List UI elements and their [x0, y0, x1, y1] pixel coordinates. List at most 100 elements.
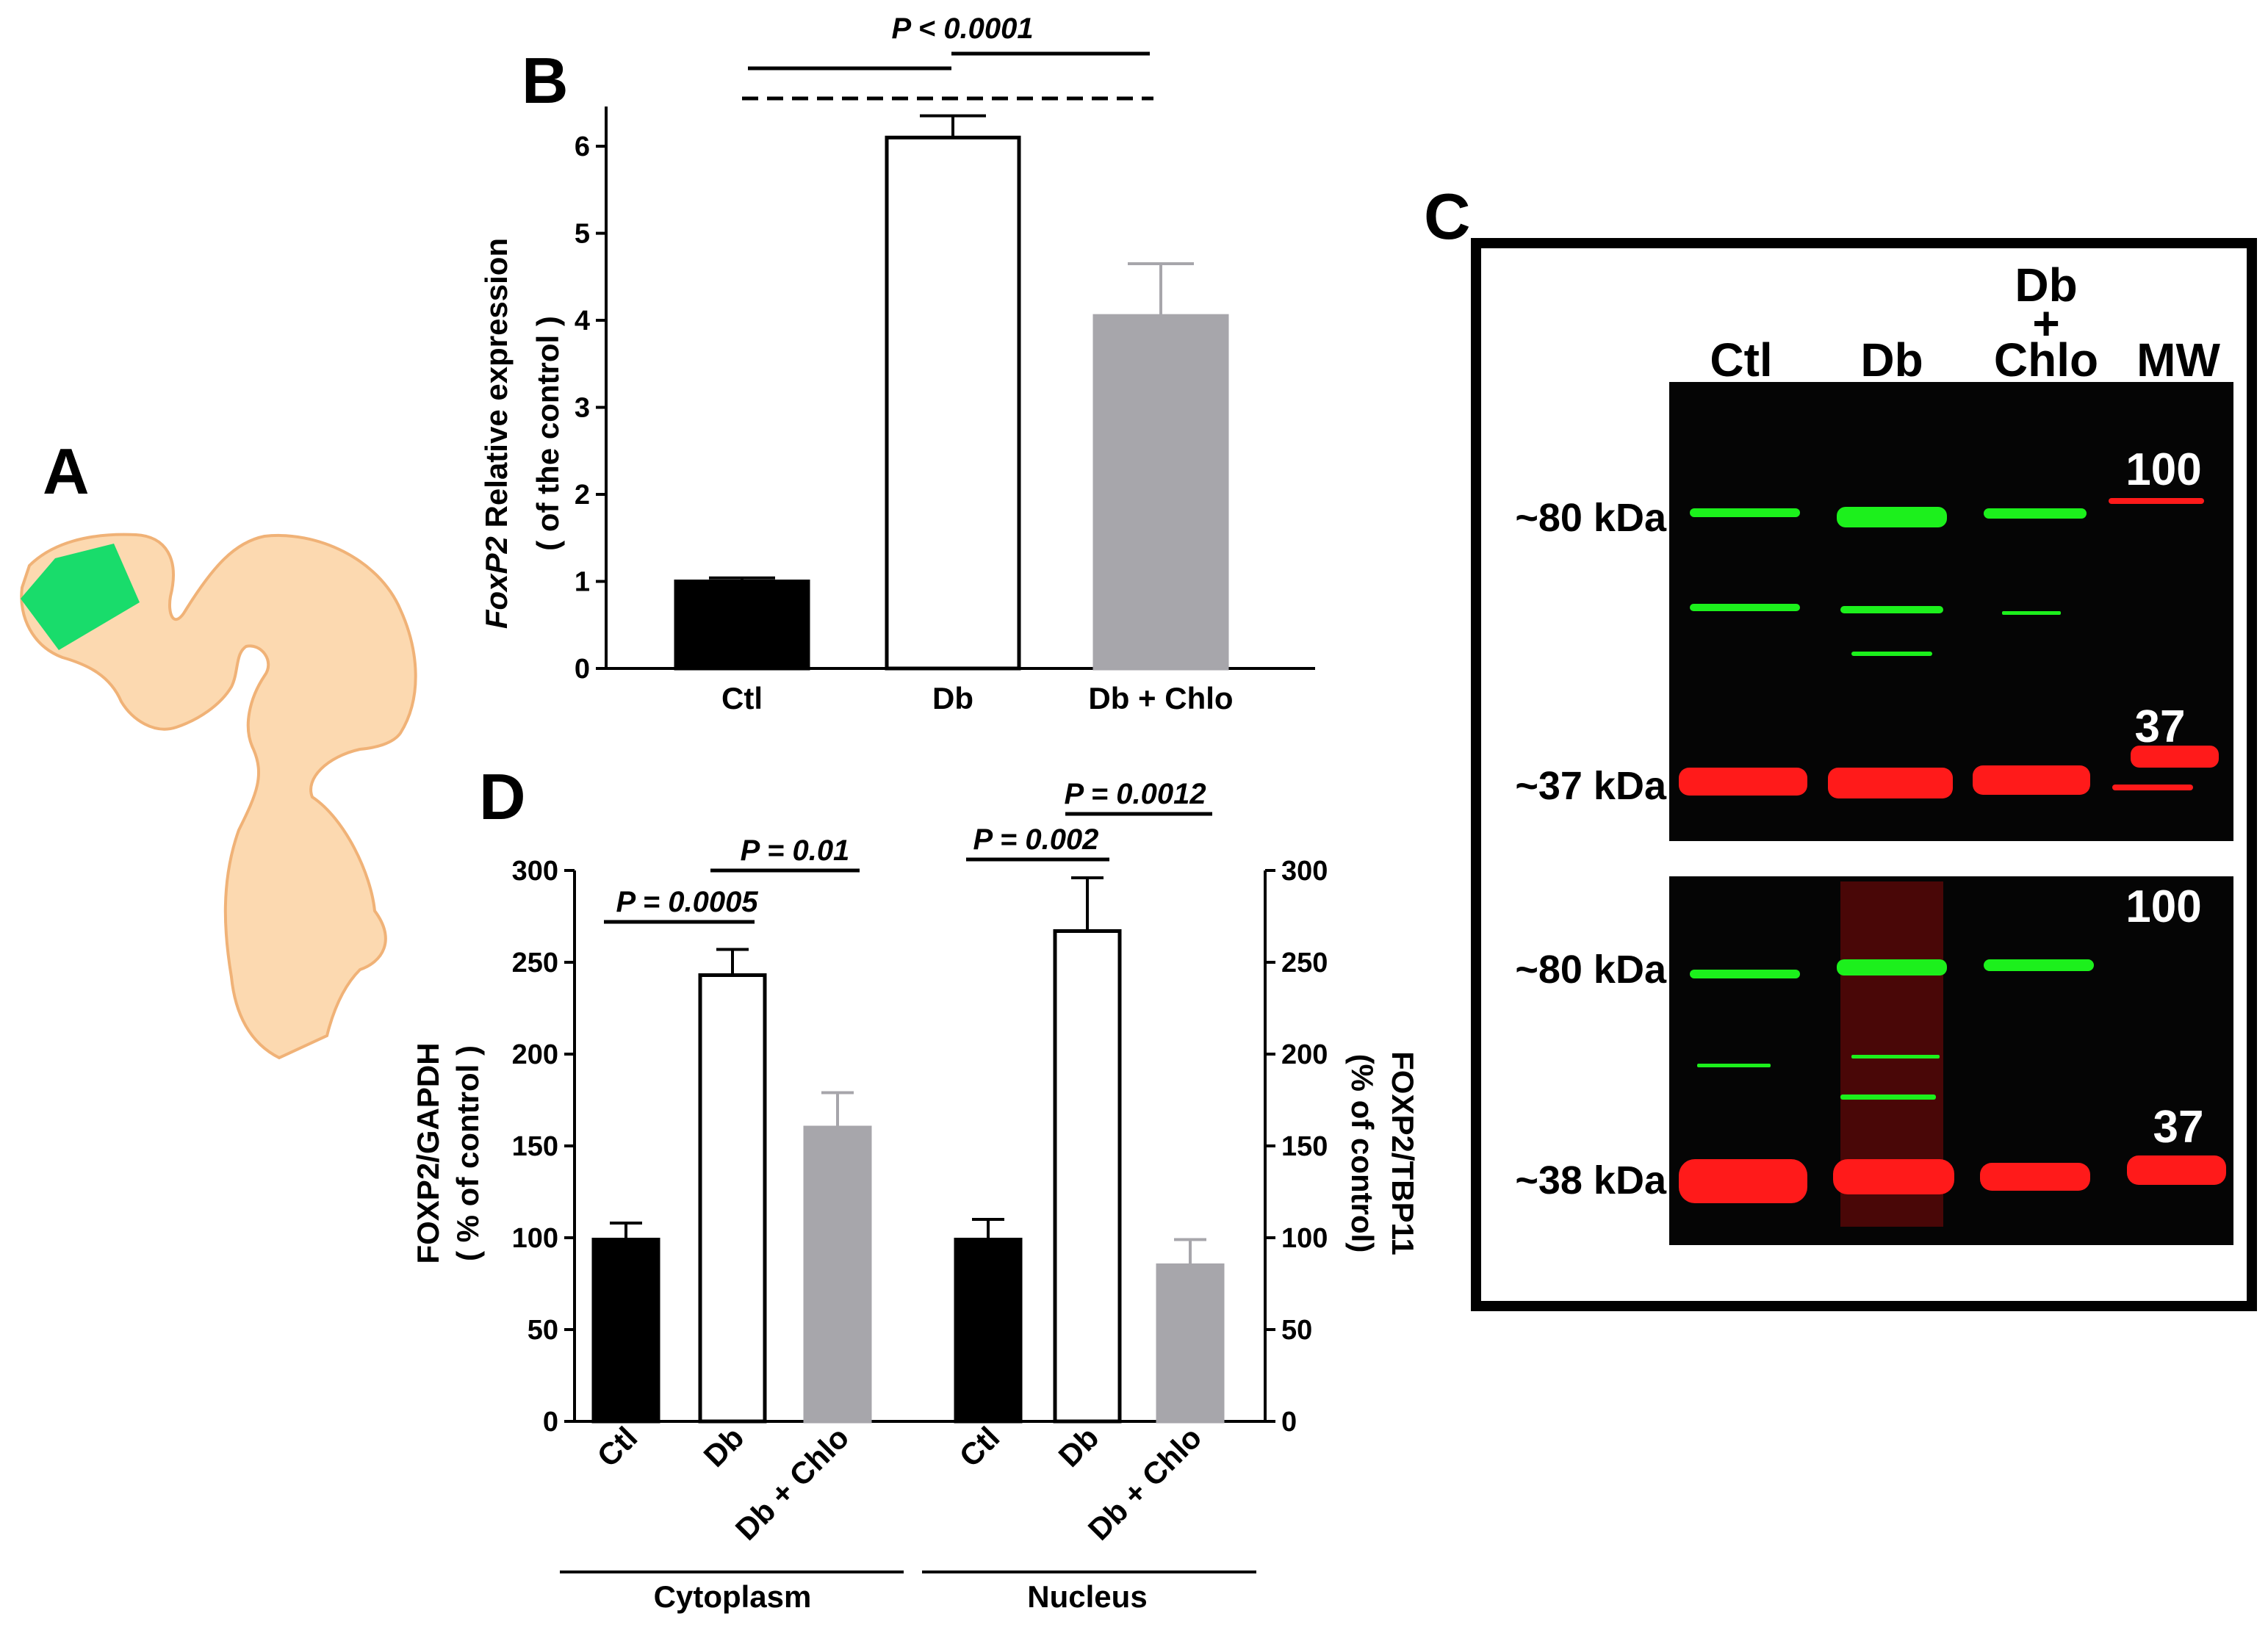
d-bar: [954, 1238, 1023, 1424]
d-p-value: P = 0.0012: [1064, 778, 1206, 810]
panel-label-d: D: [479, 760, 526, 833]
band: [1840, 1095, 1936, 1100]
d-left-y-tick-label: 300: [512, 856, 558, 887]
d-category-label: Db: [697, 1420, 751, 1474]
d-group-labels: Cytoplasm Nucleus: [560, 1571, 1256, 1614]
d-significance: P = 0.0005 P = 0.01 P = 0.002 P = 0.0012: [604, 778, 1212, 924]
band: [1851, 652, 1932, 656]
band: [1984, 508, 2087, 519]
top-red-bands: [1679, 498, 2219, 798]
d-right-y-tick-label: 300: [1281, 856, 1328, 887]
band: [1840, 606, 1943, 613]
band: [1973, 765, 2090, 795]
top-kda-lower: ~37 kDa: [1515, 764, 1667, 808]
b-y-ticks: 0 1 2 3 4 5 6: [575, 131, 606, 685]
lane-label-chlo: Chlo: [1994, 333, 2098, 386]
bottom-kda-lower: ~38 kDa: [1515, 1158, 1667, 1202]
d-left-y-label: FOXP2/GAPDH: [411, 1042, 445, 1263]
western-blot-panel: C Ctl Db Db + Chlo MW: [1424, 180, 2257, 1311]
b-category-label: Db: [932, 681, 973, 715]
d-category-label: Db + Chlo: [1081, 1420, 1209, 1547]
band: [1690, 604, 1800, 611]
d-category-label: Ctl: [591, 1420, 644, 1474]
band: [1697, 1064, 1771, 1067]
band: [1980, 1163, 2090, 1191]
bottom-mw-lower: 37: [2153, 1102, 2204, 1153]
lane-label-mw: MW: [2136, 333, 2220, 386]
d-bar: [803, 1125, 872, 1424]
top-mw-lower: 37: [2135, 702, 2186, 752]
d-right-y-tick-label: 250: [1281, 948, 1328, 978]
d-p-value: P = 0.0005: [616, 886, 758, 918]
d-left-y-tick-label: 200: [512, 1039, 558, 1070]
d-bar: [1156, 1263, 1225, 1424]
band: [1833, 1159, 1954, 1194]
top-green-bands: [1690, 507, 2087, 656]
band: [1690, 970, 1800, 978]
b-y-tick-label: 5: [575, 219, 590, 250]
b-y-tick-label: 1: [575, 567, 590, 598]
d-bars: [591, 876, 1225, 1424]
d-y-ticks: 0 0 50 50 100 100 150 150 200 200 250 250 300 300: [512, 856, 1328, 1438]
d-category-label: Ctl: [953, 1420, 1007, 1474]
bottom-mw-upper: 100: [2125, 881, 2201, 932]
b-y-tick-label: 3: [575, 393, 590, 424]
band: [1851, 1055, 1940, 1059]
d-left-y-tick-label: 0: [543, 1407, 558, 1438]
band: [2112, 785, 2193, 790]
d-right-y-label-line2: (% of control): [1345, 1054, 1380, 1253]
b-categories: Ctl Db Db + Chlo: [721, 681, 1234, 715]
d-right-y-tick-label: 100: [1281, 1223, 1328, 1254]
bottom-blot: ~80 kDa ~38 kDa 100 37: [1515, 876, 2233, 1245]
d-right-y-label: FOXP2/TBP11: [1386, 1051, 1420, 1255]
d-right-y-tick-label: 50: [1281, 1315, 1312, 1346]
chart-b: B 0 1 2 3 4 5 6 Ctl Db Db + Chlo FoxP2 Relative …: [479, 12, 1315, 715]
bottom-red-bands: [1679, 1155, 2226, 1203]
bottom-green-bands: [1690, 959, 2094, 1100]
b-y-tick-label: 6: [575, 131, 590, 162]
b-y-label: FoxP2 Relative expression: [479, 238, 514, 629]
band: [1679, 1159, 1807, 1203]
d-category-label: Db + Chlo: [729, 1420, 856, 1547]
band: [2109, 498, 2204, 504]
lane-label-plus: +: [2032, 297, 2059, 350]
top-kda-upper: ~80 kDa: [1515, 496, 1667, 540]
panel-label-c: C: [1424, 180, 1471, 253]
band: [2127, 1155, 2226, 1185]
d-bar: [698, 973, 767, 1424]
b-y-tick-label: 0: [575, 654, 590, 685]
panel-label-b: B: [522, 44, 569, 117]
b-p-value: P < 0.0001: [891, 12, 1033, 45]
band: [2131, 746, 2219, 768]
b-bar: [885, 135, 1021, 671]
d-p-value: P = 0.002: [973, 823, 1099, 856]
band: [1837, 507, 1947, 527]
chart-d: D 0 0 50 50 100 100 150 150 200 200 250 250 300 300 C…: [411, 760, 1420, 1614]
d-p-value: P = 0.01: [741, 834, 850, 867]
b-bar: [1092, 314, 1229, 671]
sampled-region: [21, 544, 140, 650]
lane-label-ctl: Ctl: [1710, 333, 1772, 386]
band: [1828, 768, 1953, 798]
b-y-tick-label: 2: [575, 480, 590, 511]
d-group-label: Cytoplasm: [654, 1579, 812, 1614]
band: [1679, 768, 1807, 796]
b-y-label-gene: FoxP2: [479, 536, 514, 629]
d-left-y-tick-label: 100: [512, 1223, 558, 1254]
d-left-y-label-line2: ( % of control ): [450, 1045, 485, 1261]
d-left-y-tick-label: 150: [512, 1131, 558, 1162]
panel-label-a: A: [43, 435, 90, 508]
b-y-tick-label: 4: [575, 306, 590, 336]
blot-frame: [1471, 238, 2257, 1311]
b-significance: P < 0.0001: [742, 12, 1153, 101]
d-group-label: Nucleus: [1027, 1579, 1147, 1614]
b-category-label: Ctl: [721, 681, 763, 715]
b-y-label-rest: Relative expression: [479, 238, 514, 536]
d-bar: [1053, 929, 1122, 1424]
d-right-y-tick-label: 150: [1281, 1131, 1328, 1162]
b-bar: [674, 580, 810, 671]
d-category-label: Db: [1052, 1420, 1106, 1474]
lane-label-db-chlo-top: Db: [2015, 259, 2077, 311]
